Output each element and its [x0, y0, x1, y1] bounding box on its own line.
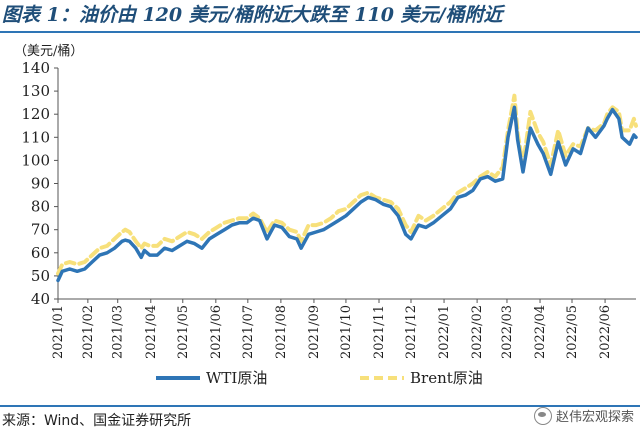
y-tick-label: 140 [21, 59, 50, 77]
title-divider [0, 31, 640, 33]
source-divider [0, 405, 640, 407]
x-tick-label: 2022/02 [470, 305, 485, 359]
y-tick-label: 80 [31, 198, 50, 216]
y-tick-label: 100 [21, 151, 50, 169]
source-note: 来源：Wind、国金证券研究所 [2, 413, 192, 429]
y-tick-label: 40 [31, 290, 50, 308]
figure-title: 图表 1：油价由 120 美元/桶附近大跌至 110 美元/桶附近 [2, 4, 503, 26]
watermark: 赵伟宏观探索 [533, 406, 634, 425]
x-tick-label: 2021/05 [176, 305, 191, 359]
y-tick-label: 110 [21, 128, 50, 146]
x-tick-label: 2022/05 [565, 305, 580, 359]
series-line-wti [56, 105, 638, 283]
x-tick-label: 2022/01 [437, 305, 452, 359]
x-tick-label: 2022/04 [533, 305, 548, 359]
x-tick-label: 2022/03 [500, 305, 515, 359]
x-tick-label: 2021/06 [209, 305, 224, 359]
x-tick-label: 2021/07 [241, 305, 256, 359]
wechat-icon [533, 406, 552, 425]
x-tick-label: 2021/10 [339, 305, 354, 359]
legend-label-wti: WTI原油 [206, 369, 267, 387]
y-unit-label: （美元/桶） [14, 44, 83, 59]
x-tick-label: 2021/02 [81, 305, 96, 359]
y-tick-label: 130 [21, 82, 50, 100]
x-tick-label: 2021/04 [144, 305, 159, 359]
y-tick-label: 70 [31, 221, 50, 239]
x-tick-label: 2021/03 [111, 305, 126, 359]
x-tick-label: 2022/06 [598, 305, 613, 359]
series-line-brent [56, 93, 638, 276]
watermark-text: 赵伟宏观探索 [555, 410, 634, 425]
legend-label-brent: Brent原油 [410, 369, 483, 387]
y-tick-label: 60 [31, 244, 50, 262]
y-tick-label: 90 [31, 175, 50, 193]
x-tick-label: 2021/09 [307, 305, 322, 359]
x-tick-label: 2021/01 [51, 305, 66, 359]
y-tick-label: 120 [21, 105, 50, 123]
x-tick-label: 2021/12 [404, 305, 419, 359]
y-tick-label: 50 [31, 267, 50, 285]
oil-price-chart: （美元/桶） 40 50 60 70 80 90 100 110 120 130 140 2021/01… [14, 44, 638, 387]
x-tick-label: 2021/11 [372, 305, 387, 359]
x-tick-label: 2021/08 [274, 305, 289, 359]
